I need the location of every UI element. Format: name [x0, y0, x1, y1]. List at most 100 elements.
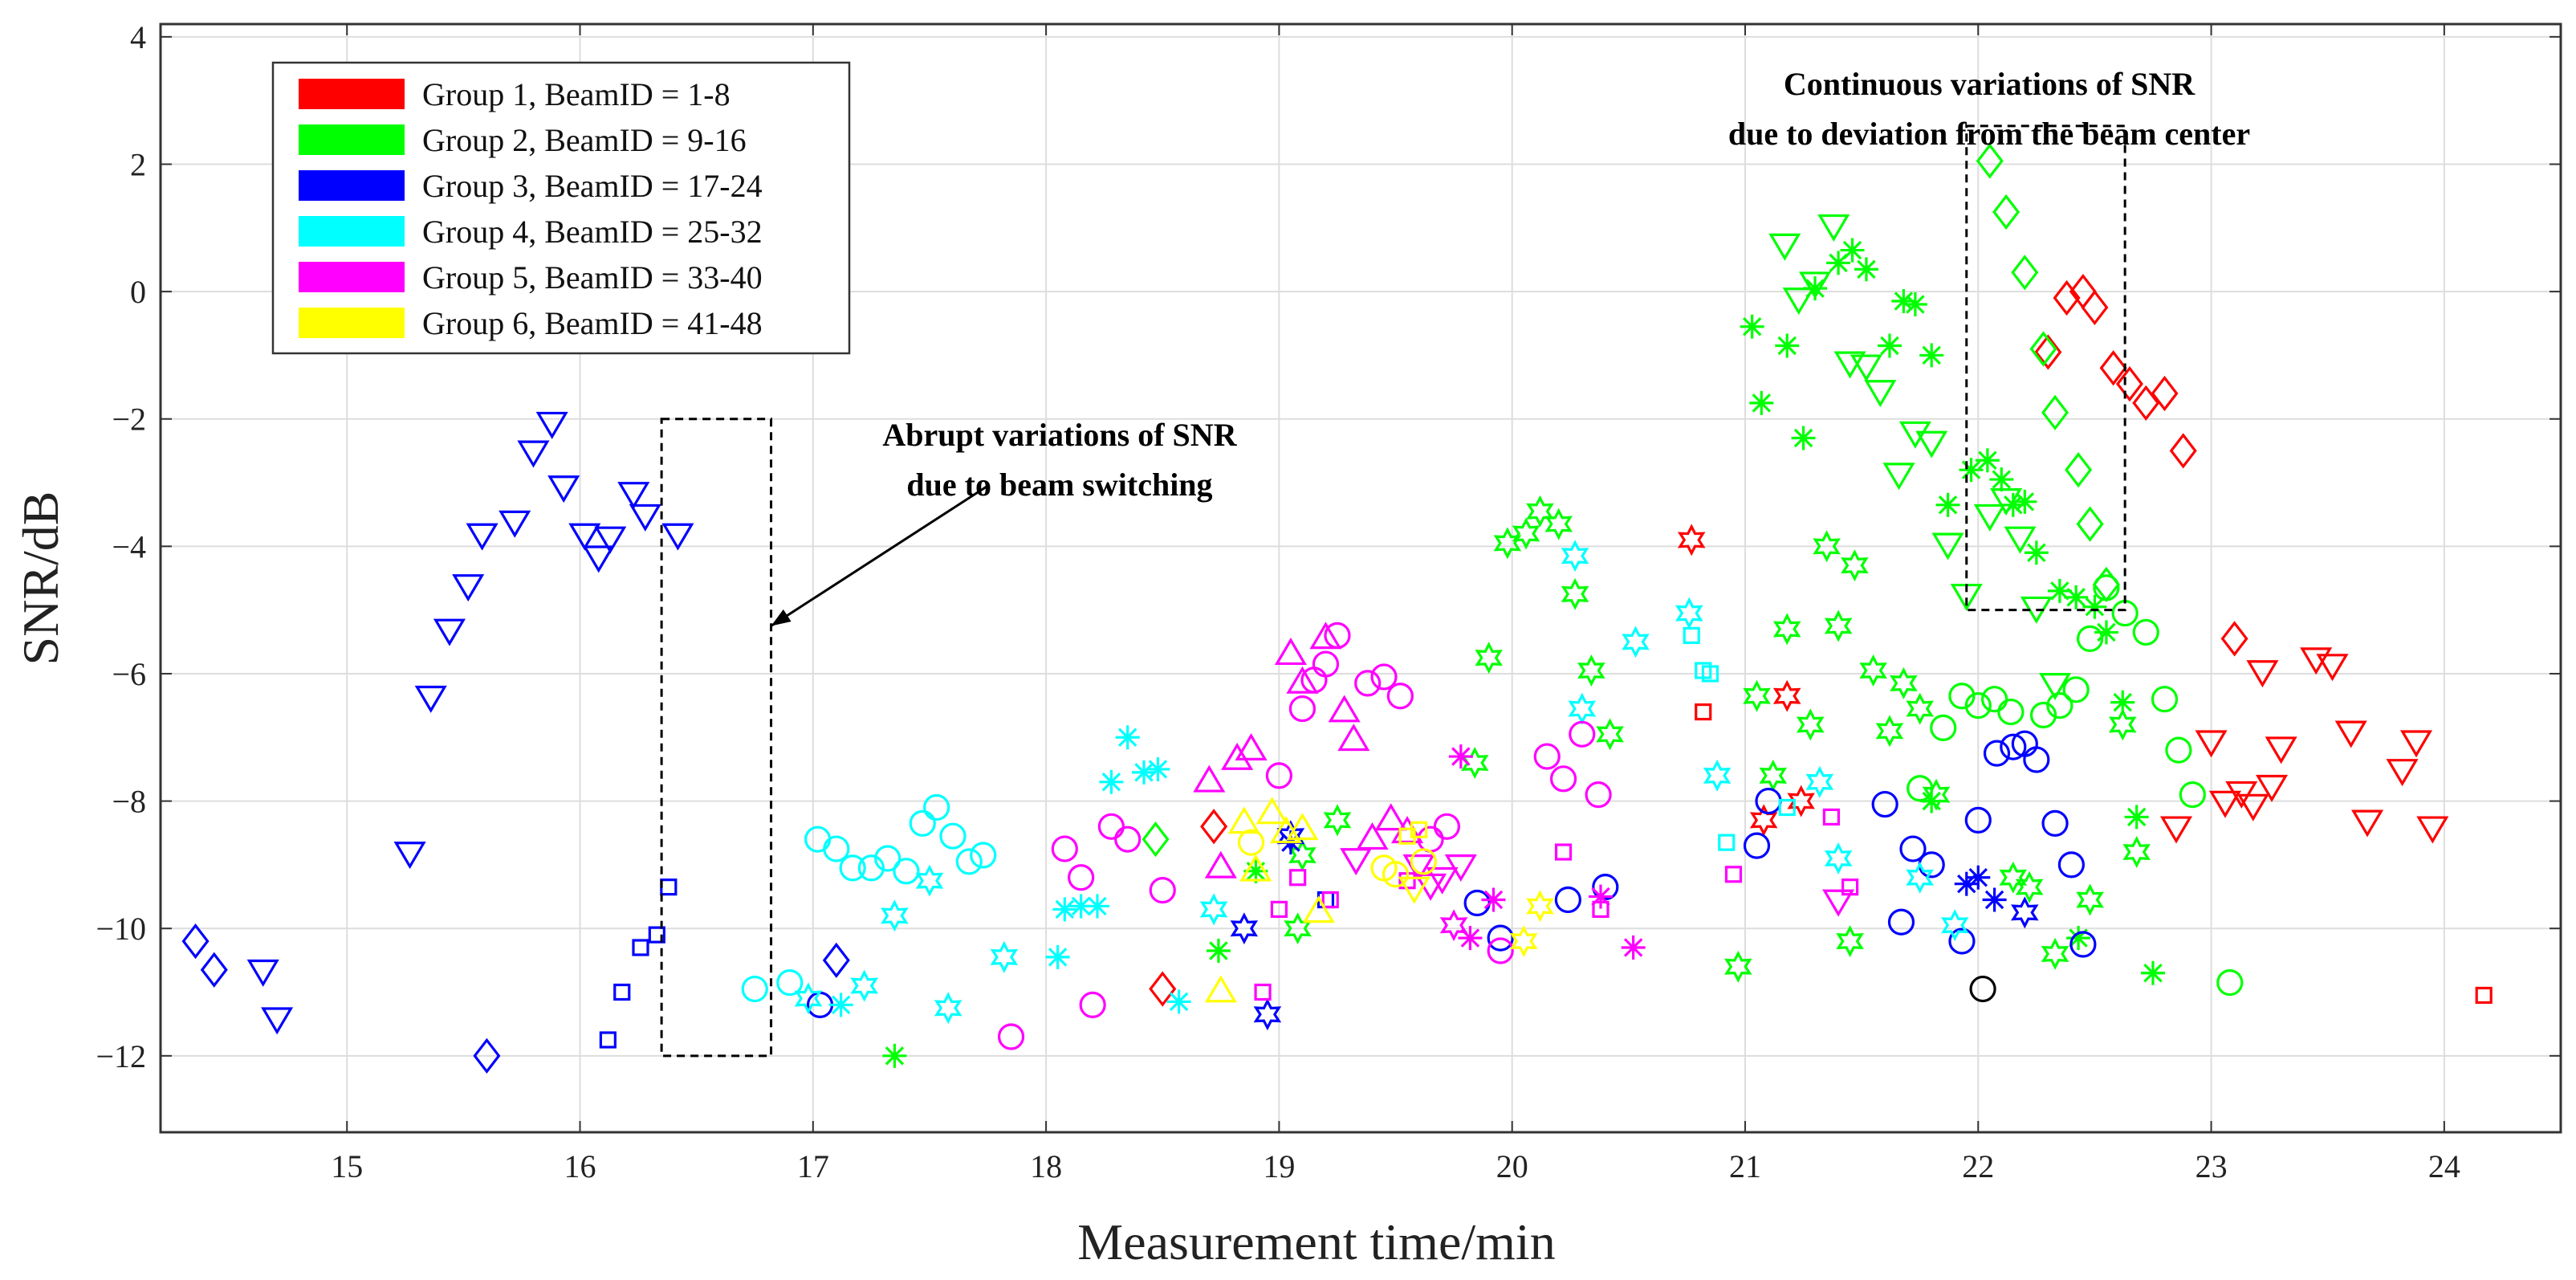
data-point-triangle-down [1426, 866, 1459, 895]
data-point-diamond [2029, 331, 2057, 367]
data-point-asterisk [1621, 936, 1646, 960]
data-point-circle [893, 858, 920, 885]
data-point-circle [1068, 864, 1095, 891]
x-tick-label: 21 [1729, 1148, 1761, 1184]
data-point-hexagram [1906, 861, 1935, 894]
data-point-triangle-down [2399, 730, 2433, 758]
data-point-triangle-down [661, 523, 694, 551]
data-point-circle [1948, 683, 1976, 710]
annotation-box-1 [660, 418, 773, 1058]
data-point-asterisk [1068, 894, 1093, 919]
data-point-circle [2000, 733, 2027, 760]
data-point-diamond [2115, 365, 2143, 402]
data-point-triangle-up [1227, 806, 1260, 834]
data-point-circle [1417, 825, 1444, 853]
data-point-diamond [2151, 375, 2179, 412]
data-point-hexagram [1544, 508, 1573, 540]
data-point-triangle-up [1337, 724, 1370, 752]
data-point-triangle-up [1286, 666, 1319, 694]
data-point-circle [1907, 775, 1934, 802]
y-tick-label: −2 [112, 402, 146, 438]
data-point-asterisk [1891, 289, 1916, 313]
data-point-hexagram [1805, 765, 1834, 798]
data-point-triangle-down [2208, 790, 2242, 818]
x-axis-title: Measurement time/min [1077, 1213, 1555, 1270]
y-tick-label: −10 [96, 911, 146, 947]
data-point-circle [2046, 692, 2073, 719]
data-point-hexagram [850, 969, 879, 1002]
data-point-asterisk [1877, 333, 1902, 358]
data-point-circle [1930, 714, 1957, 741]
data-point-triangle-down [2159, 816, 2193, 844]
data-point-square [599, 1031, 617, 1049]
data-point-asterisk [1935, 492, 1960, 517]
data-point-diamond [1976, 143, 2004, 179]
legend: Group 1, BeamID = 1-8 Group 2, BeamID = … [271, 61, 851, 355]
data-point-triangle-down [2351, 809, 2384, 838]
data-point-triangle-down [1444, 854, 1477, 883]
data-point-hexagram [1841, 549, 1869, 582]
data-point-square [1410, 821, 1428, 838]
annotation-continuous-line-1: Continuous variations of SNR [1784, 66, 2196, 102]
data-point-circle [2029, 701, 2057, 729]
data-point-triangle-down [1915, 430, 1948, 459]
data-point-circle [1554, 886, 1581, 914]
legend-label-group-4: Group 4, BeamID = 25-32 [422, 214, 763, 250]
data-point-diamond [2034, 334, 2062, 370]
data-point-hexagram [1253, 998, 1282, 1031]
data-point-asterisk [1919, 343, 1944, 368]
data-point-circle [923, 793, 950, 821]
data-point-circle [1743, 832, 1771, 859]
data-point-circle [2069, 931, 2097, 958]
data-point-triangle-up [1239, 854, 1272, 882]
data-point-hexagram [1677, 524, 1706, 556]
data-point-asterisk [1791, 426, 1816, 450]
y-tick-label: 0 [130, 274, 146, 310]
data-point-circle [1487, 924, 1514, 952]
data-point-asterisk [1481, 887, 1506, 912]
legend-box [271, 61, 851, 355]
data-point-triangle-down [2039, 673, 2072, 701]
data-point-hexagram [1577, 654, 1605, 687]
data-point-hexagram [1772, 613, 1801, 646]
y-tick-label: −4 [112, 528, 146, 565]
data-point-triangle-up [1309, 622, 1342, 650]
data-point-triangle-down [1782, 287, 1815, 316]
y-axis-title: SNR/dB [12, 491, 69, 666]
annotation-continuous: Continuous variations of SNR due to devi… [1728, 66, 2250, 152]
data-point-square [1701, 665, 1719, 683]
data-point-hexagram [1509, 925, 1538, 958]
x-tick-label: 20 [1496, 1148, 1528, 1184]
data-point-square [1270, 900, 1288, 919]
x-tick-label: 19 [1263, 1148, 1295, 1184]
data-point-triangle-down [2316, 654, 2349, 682]
data-point-triangle-down [1799, 271, 1832, 300]
data-point-triangle-up [1204, 975, 1237, 1003]
data-point-triangle-down [629, 503, 661, 532]
data-point-triangle-up [1193, 764, 1226, 793]
data-point-triangle-down [499, 510, 531, 538]
data-point-circle [1265, 762, 1292, 789]
data-point-hexagram [1512, 517, 1540, 550]
data-point-triangle-down [2416, 816, 2449, 844]
data-point-triangle-down [1398, 876, 1430, 904]
data-point-diamond [2041, 394, 2069, 430]
data-point-asterisk [1966, 865, 1991, 890]
data-point-hexagram [2010, 896, 2039, 929]
data-point-diamond [1149, 971, 1177, 1007]
legend-swatch-group-1 [299, 79, 405, 109]
data-point-asterisk [1052, 897, 1077, 922]
data-point-hexagram [1199, 893, 1228, 926]
data-point-circle [1097, 813, 1125, 840]
data-point-triangle-down [1340, 848, 1373, 876]
data-point-hexagram [1230, 912, 1259, 945]
legend-swatch-group-4 [299, 216, 405, 247]
data-point-triangle-down [594, 526, 627, 554]
data-point-circle [741, 975, 768, 1003]
data-point-square [2475, 986, 2493, 1005]
data-point-hexagram [1561, 540, 1589, 573]
data-point-asterisk [1115, 725, 1140, 750]
data-point-triangle-down [1898, 421, 1931, 449]
data-point-triangle-down [2246, 660, 2279, 688]
